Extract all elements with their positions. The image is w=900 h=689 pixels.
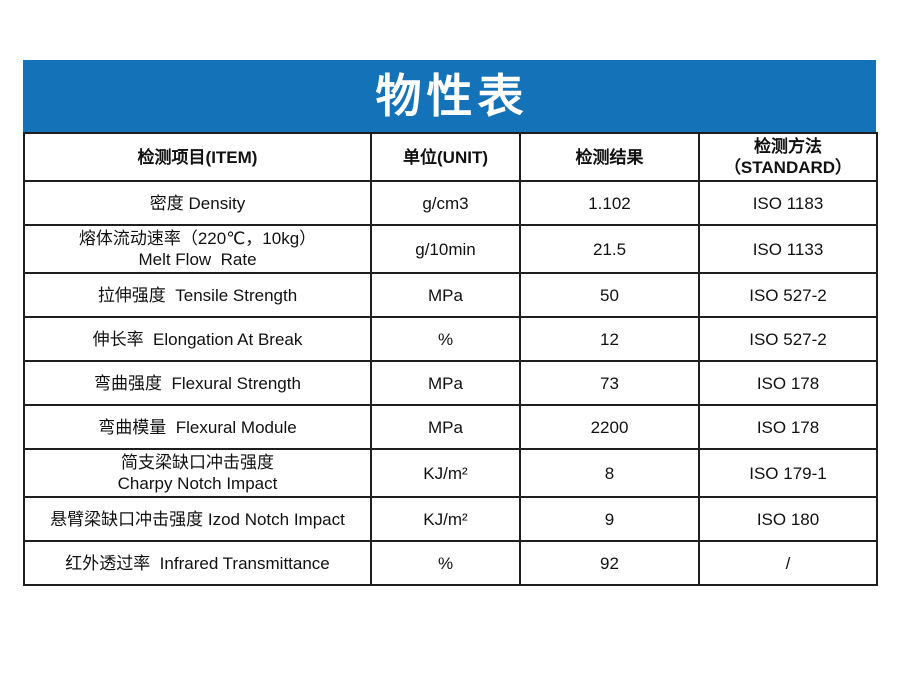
- item-cell: 悬臂梁缺口冲击强度 Izod Notch Impact: [23, 496, 372, 542]
- method-value: ISO 1183: [752, 193, 824, 213]
- unit-cell: g/10min: [370, 224, 521, 274]
- item-cell: 密度 Density: [23, 180, 372, 226]
- method-value: ISO 527-2: [749, 329, 827, 349]
- table-row: 悬臂梁缺口冲击强度 Izod Notch Impact KJ/m² 9 ISO …: [23, 496, 878, 542]
- header-unit-label: 单位(UNIT): [403, 147, 488, 167]
- unit-cell: KJ/m²: [370, 448, 521, 498]
- table-row: 弯曲模量 Flexural Module MPa 2200 ISO 178: [23, 404, 878, 450]
- item-line: 拉伸强度 Tensile Strength: [97, 285, 298, 305]
- item-cell: 伸长率 Elongation At Break: [23, 316, 372, 362]
- table-body: 密度 Density g/cm3 1.102 ISO 1183 熔体流动速率（2…: [23, 180, 878, 586]
- unit-cell: MPa: [370, 360, 521, 406]
- result-cell: 92: [519, 540, 700, 586]
- header-item-label: 检测项目(ITEM): [137, 147, 258, 167]
- table-row: 弯曲强度 Flexural Strength MPa 73 ISO 178: [23, 360, 878, 406]
- unit-value: KJ/m²: [423, 463, 468, 483]
- result-value: 8: [604, 463, 615, 483]
- item-cell: 拉伸强度 Tensile Strength: [23, 272, 372, 318]
- table-row: 拉伸强度 Tensile Strength MPa 50 ISO 527-2: [23, 272, 878, 318]
- result-value: 9: [604, 509, 615, 529]
- unit-cell: %: [370, 540, 521, 586]
- unit-cell: KJ/m²: [370, 496, 521, 542]
- unit-value: MPa: [428, 417, 463, 437]
- method-value: ISO 179-1: [749, 463, 827, 483]
- unit-cell: MPa: [370, 272, 521, 318]
- method-cell: ISO 1183: [698, 180, 878, 226]
- item-cell: 红外透过率 Infrared Transmittance: [23, 540, 372, 586]
- method-value: /: [785, 553, 791, 573]
- unit-cell: g/cm3: [370, 180, 521, 226]
- method-cell: ISO 178: [698, 404, 878, 450]
- table-row: 红外透过率 Infrared Transmittance % 92 /: [23, 540, 878, 586]
- result-cell: 1.102: [519, 180, 700, 226]
- properties-table: 检测项目(ITEM) 单位(UNIT) 检测结果 检测方法 （STANDARD）…: [23, 132, 878, 586]
- unit-value: g/cm3: [422, 193, 469, 213]
- item-line: 红外透过率 Infrared Transmittance: [65, 553, 330, 573]
- method-cell: ISO 527-2: [698, 272, 878, 318]
- table-row: 密度 Density g/cm3 1.102 ISO 1183: [23, 180, 878, 226]
- item-line: 熔体流动速率（220℃，10kg）: [78, 229, 317, 248]
- column-header-unit: 单位(UNIT): [370, 132, 521, 182]
- table-row: 简支梁缺口冲击强度 Charpy Notch Impact KJ/m² 8 ISO…: [23, 448, 878, 498]
- result-value: 73: [600, 373, 619, 393]
- item-line: 简支梁缺口冲击强度: [121, 453, 274, 472]
- table-row: 伸长率 Elongation At Break % 12 ISO 527-2: [23, 316, 878, 362]
- result-cell: 8: [519, 448, 700, 498]
- result-value: 50: [600, 285, 619, 305]
- column-header-item: 检测项目(ITEM): [23, 132, 372, 182]
- result-cell: 73: [519, 360, 700, 406]
- result-cell: 21.5: [519, 224, 700, 274]
- header-method-label-line2: （STANDARD）: [723, 158, 853, 177]
- header-result-label: 检测结果: [575, 147, 644, 167]
- method-value: ISO 1133: [752, 239, 824, 259]
- result-cell: 9: [519, 496, 700, 542]
- result-value: 12: [600, 329, 619, 349]
- method-cell: ISO 180: [698, 496, 878, 542]
- table-row: 熔体流动速率（220℃，10kg） Melt Flow Rate g/10min …: [23, 224, 878, 274]
- method-cell: ISO 179-1: [698, 448, 878, 498]
- item-line: 弯曲强度 Flexural Strength: [94, 373, 301, 393]
- result-cell: 2200: [519, 404, 700, 450]
- result-cell: 12: [519, 316, 700, 362]
- item-cell: 熔体流动速率（220℃，10kg） Melt Flow Rate: [23, 224, 372, 274]
- method-value: ISO 527-2: [749, 285, 827, 305]
- item-line: 伸长率 Elongation At Break: [92, 329, 303, 349]
- result-value: 21.5: [592, 239, 627, 259]
- header-method-label-line1: 检测方法: [754, 137, 822, 156]
- unit-value: %: [437, 553, 454, 573]
- item-line: 弯曲模量 Flexural Module: [98, 417, 297, 437]
- unit-cell: MPa: [370, 404, 521, 450]
- item-line: 密度 Density: [149, 193, 246, 213]
- item-line: Melt Flow Rate: [138, 250, 257, 269]
- item-cell: 简支梁缺口冲击强度 Charpy Notch Impact: [23, 448, 372, 498]
- item-cell: 弯曲强度 Flexural Strength: [23, 360, 372, 406]
- result-value: 92: [600, 553, 619, 573]
- method-value: ISO 178: [756, 417, 820, 437]
- column-header-result: 检测结果: [519, 132, 700, 182]
- method-cell: ISO 1133: [698, 224, 878, 274]
- page-title: 物性表: [375, 70, 529, 122]
- unit-value: MPa: [428, 373, 463, 393]
- unit-cell: %: [370, 316, 521, 362]
- method-cell: ISO 527-2: [698, 316, 878, 362]
- unit-value: KJ/m²: [423, 509, 468, 529]
- method-value: ISO 178: [756, 373, 820, 393]
- item-line: Charpy Notch Impact: [117, 474, 278, 493]
- table-title-banner: 物性表: [23, 60, 876, 132]
- column-header-method: 检测方法 （STANDARD）: [698, 132, 878, 182]
- unit-value: %: [437, 329, 454, 349]
- unit-value: g/10min: [415, 239, 476, 259]
- table-header: 检测项目(ITEM) 单位(UNIT) 检测结果 检测方法 （STANDARD）: [23, 132, 878, 182]
- result-cell: 50: [519, 272, 700, 318]
- item-cell: 弯曲模量 Flexural Module: [23, 404, 372, 450]
- method-cell: ISO 178: [698, 360, 878, 406]
- method-cell: /: [698, 540, 878, 586]
- method-value: ISO 180: [756, 509, 820, 529]
- header-row: 检测项目(ITEM) 单位(UNIT) 检测结果 检测方法 （STANDARD）: [23, 132, 878, 182]
- item-line: 悬臂梁缺口冲击强度 Izod Notch Impact: [50, 509, 345, 529]
- result-value: 1.102: [588, 193, 631, 213]
- unit-value: MPa: [428, 285, 463, 305]
- result-value: 2200: [590, 417, 629, 437]
